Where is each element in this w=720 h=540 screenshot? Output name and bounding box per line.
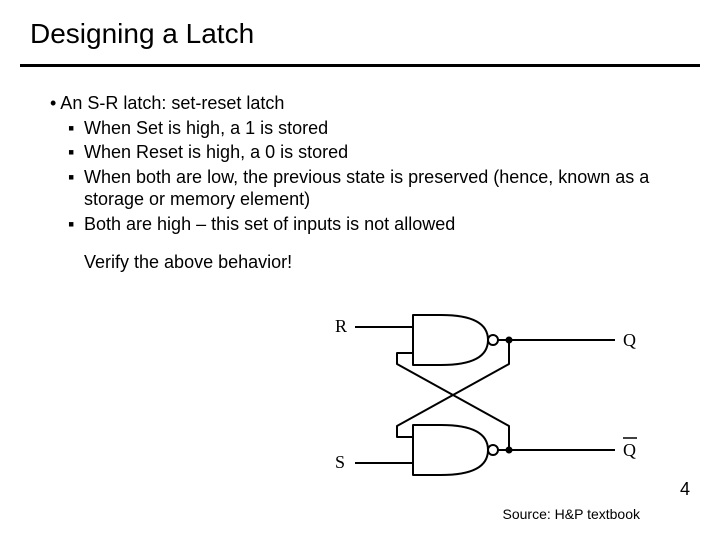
bullet-text: When Reset is high, a 0 is stored [84, 142, 348, 162]
source-credit: Source: H&P textbook [503, 506, 640, 522]
square-bullet-icon: ▪ [68, 166, 84, 189]
svg-text:S: S [335, 452, 345, 472]
square-bullet-icon: ▪ [68, 117, 84, 140]
bullet-level2: ▪Both are high – this set of inputs is n… [50, 213, 670, 236]
sr-latch-diagram: R S Q Q [315, 300, 640, 495]
bullet-text: When both are low, the previous state is… [84, 167, 649, 210]
bullet-level2: ▪When Set is high, a 1 is stored [50, 117, 670, 140]
svg-text:R: R [335, 316, 347, 336]
bullet-text: Both are high – this set of inputs is no… [84, 214, 455, 234]
svg-text:Q: Q [623, 330, 636, 350]
verify-text: Verify the above behavior! [50, 251, 670, 274]
bullet-level2: ▪When both are low, the previous state i… [50, 166, 670, 211]
slide-title: Designing a Latch [30, 18, 254, 50]
square-bullet-icon: ▪ [68, 141, 84, 164]
slide: Designing a Latch • An S-R latch: set-re… [0, 0, 720, 540]
title-underline [20, 64, 700, 67]
square-bullet-icon: ▪ [68, 213, 84, 236]
bullet-level2: ▪When Reset is high, a 0 is stored [50, 141, 670, 164]
slide-body: • An S-R latch: set-reset latch ▪When Se… [50, 92, 670, 274]
bullet-level1: • An S-R latch: set-reset latch [50, 92, 670, 115]
svg-text:Q: Q [623, 440, 636, 460]
page-number: 4 [680, 479, 690, 500]
bullet-text: When Set is high, a 1 is stored [84, 118, 328, 138]
